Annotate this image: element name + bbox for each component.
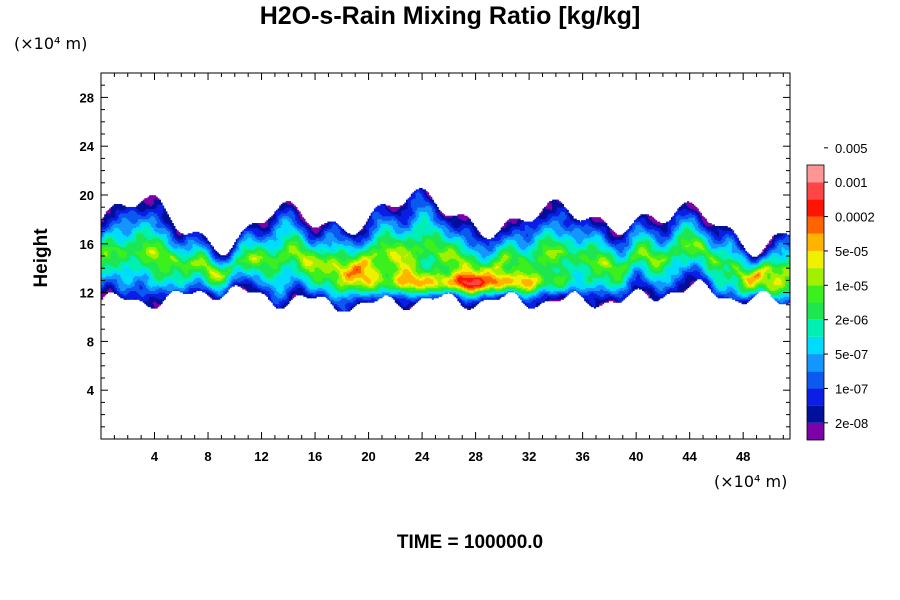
y-tick-label: 28 [80,90,94,105]
y-axis-unit: (×10⁴ m) [14,34,87,53]
colorbar-swatch [807,302,824,320]
y-tick-label: 24 [80,139,95,154]
x-tick-label: 32 [522,449,536,464]
time-label: TIME = 100000.0 [0,532,900,554]
x-tick-label: 12 [254,449,268,464]
x-tick-label: 20 [361,449,375,464]
colorbar-swatch [807,388,824,406]
x-tick-label: 48 [736,449,750,464]
x-tick-label: 36 [575,449,589,464]
y-tick-label: 20 [80,188,94,203]
x-tick-label: 44 [682,449,697,464]
colorbar: 2e-08 1e-07 5e-07 2e-06 1e-05 5e-05 0.0002 0.00… [806,141,875,441]
x-tick-label: 40 [629,449,643,464]
colorbar-label: 2e-06 [835,313,868,328]
colorbar-swatch [807,371,824,389]
x-tick-label: 8 [204,449,211,464]
x-axis: 4 8 12 16 20 24 28 32 36 40 44 48 [113,73,784,464]
colorbar-label: 5e-07 [835,347,868,362]
colorbar-label: 5e-05 [835,244,868,259]
x-axis-unit: (×10⁴ m) [714,472,787,491]
y-tick-label: 12 [80,286,94,301]
colorbar-label: 1e-05 [835,278,868,293]
x-tick-label: 24 [415,449,430,464]
colorbar-swatch [807,216,824,234]
mixing-ratio-field [101,187,790,312]
colorbar-label: 0.001 [835,175,868,190]
x-tick-label: 28 [468,449,482,464]
colorbar-frame [806,164,825,441]
x-tick-label: 4 [151,449,159,464]
colorbar-swatch [807,285,824,303]
y-axis: 4 8 12 16 20 24 28 [80,84,790,428]
colorbar-swatch [807,199,824,217]
colorbar-label: 2e-08 [835,416,868,431]
colorbar-swatch [807,250,824,269]
colorbar-label: 1e-07 [835,381,868,396]
colorbar-swatch [807,233,824,251]
colorbar-swatch [807,268,824,286]
colorbar-swatch [807,422,824,440]
colorbar-swatch [807,182,824,200]
colorbar-swatch [807,336,824,355]
colorbar-label: 0.0002 [835,210,875,225]
chart-title: H2O-s-Rain Mixing Ratio [kg/kg] [0,2,900,31]
y-tick-label: 16 [80,237,94,252]
colorbar-swatch [807,165,824,183]
colorbar-label: 0.005 [835,141,868,156]
colorbar-swatch [807,319,824,337]
x-tick-label: 16 [308,449,322,464]
y-tick-label: 8 [87,334,94,349]
colorbar-swatch [807,405,824,423]
colorbar-swatch [807,354,824,372]
y-tick-label: 4 [87,383,95,398]
